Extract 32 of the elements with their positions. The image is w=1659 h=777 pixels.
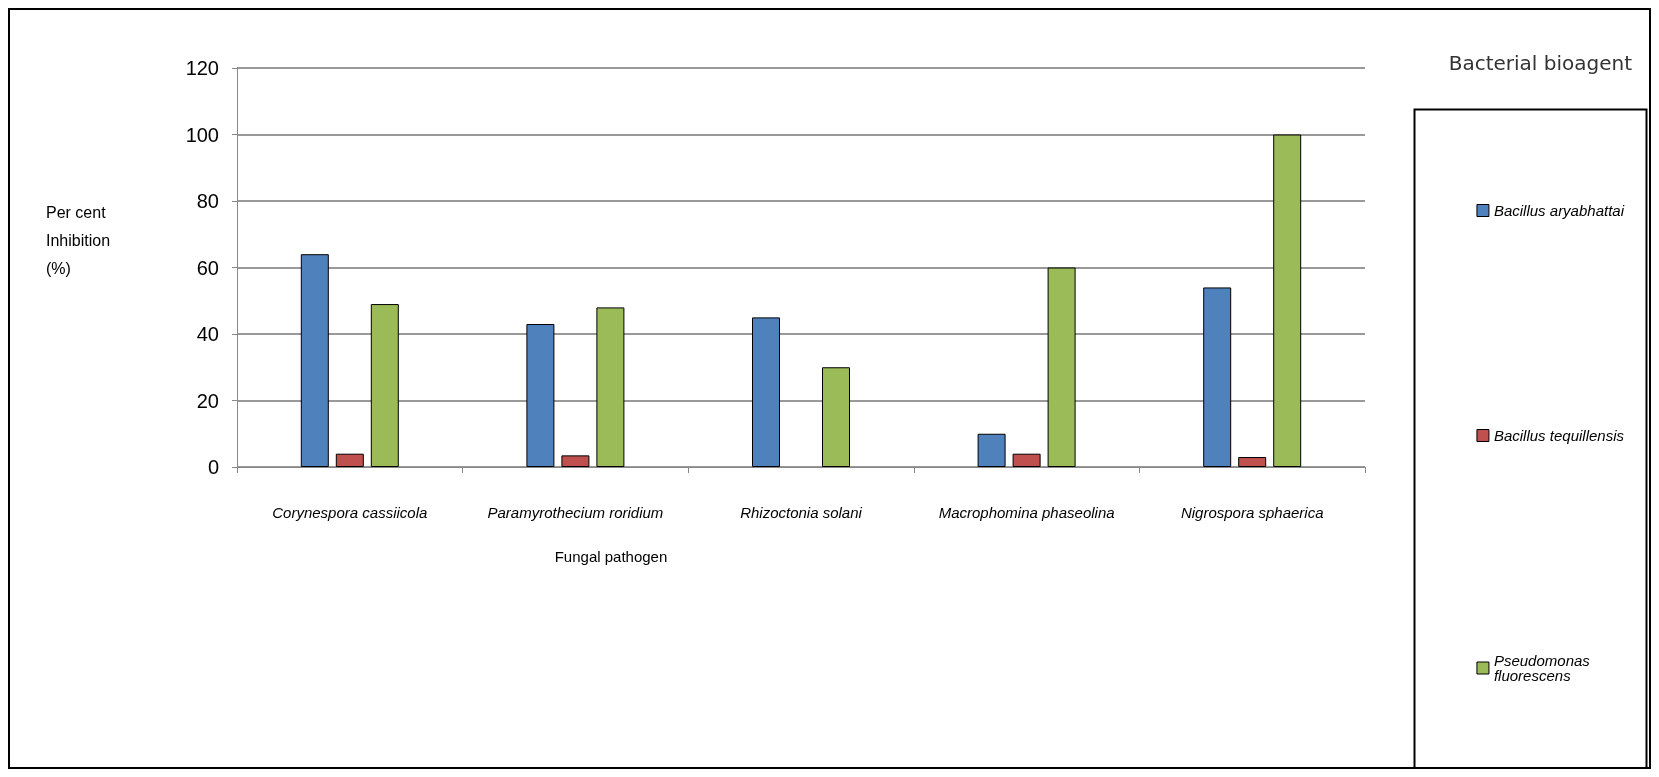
bar: [1047, 267, 1076, 467]
legend-label: Pseudomonas fluorescens: [1493, 652, 1595, 684]
y-tick-label: 60: [196, 256, 219, 279]
x-tick-label: Paramyrothecium roridium: [487, 504, 664, 521]
bar: [822, 367, 850, 467]
bar: [1238, 457, 1267, 467]
bar: [526, 324, 555, 467]
legend-title: Bacterial bioagent: [1448, 51, 1633, 75]
bar: [752, 317, 780, 467]
y-tick-label: 120: [185, 57, 219, 79]
bar: [1203, 287, 1232, 467]
y-tick-label: 0: [207, 456, 219, 478]
legend-label: Bacillus tequillensis: [1493, 427, 1625, 444]
y-tick-label: 40: [196, 323, 219, 345]
bar: [370, 304, 399, 467]
x-tick-label: Corynespora cassiicola: [272, 504, 428, 521]
x-tick-label: Macrophomina phaseolina: [938, 504, 1115, 521]
x-tick-label: Nigrospora sphaerica: [1180, 504, 1324, 521]
x-tick-label: Rhizoctonia solani: [740, 504, 863, 521]
y-tick-label: 20: [196, 389, 219, 412]
bar: [300, 254, 329, 467]
bar: [335, 453, 364, 467]
y-axis-title: Per cent Inhibition (%): [46, 203, 111, 277]
legend-label: Bacillus aryabhattai: [1493, 202, 1625, 219]
bar: [596, 307, 625, 467]
bar: [977, 433, 1006, 467]
bar: [1012, 453, 1041, 467]
bar: [561, 455, 590, 467]
bar: [1273, 134, 1302, 467]
y-tick-label: 80: [196, 190, 219, 212]
x-axis-title: Fungal pathogen: [554, 548, 668, 565]
y-tick-label: 100: [185, 123, 219, 146]
